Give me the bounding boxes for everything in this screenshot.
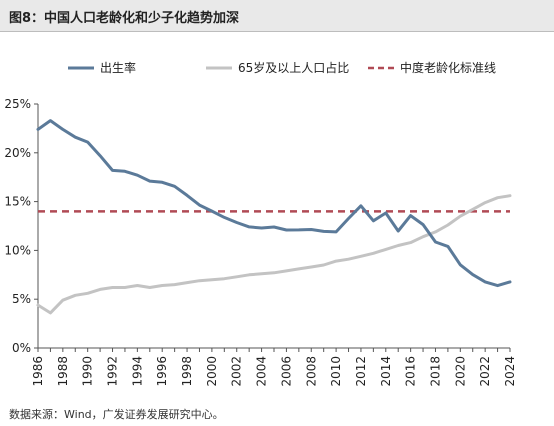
x-tick-label: 1990 (81, 356, 95, 387)
legend-label-1: 65岁及以上人口占比 (238, 60, 349, 75)
line-chart: 出生率 65岁及以上人口占比 中度老龄化标准线 0% 5% 10% 15% 20% 25% 19… (4, 60, 517, 387)
x-tick-label: 2012 (354, 356, 368, 387)
x-tick-label: 2008 (304, 356, 318, 387)
x-tick-label: 2002 (230, 356, 244, 387)
x-tick-label: 2004 (255, 356, 269, 387)
x-tick-label: 2016 (404, 356, 418, 387)
chart-legend: 出生率 65岁及以上人口占比 中度老龄化标准线 (68, 60, 496, 75)
x-tick-label: 1988 (56, 356, 70, 387)
y-tick-label: 10% (4, 243, 31, 257)
x-tick-label: 1996 (155, 356, 169, 387)
y-tick-label: 15% (4, 195, 31, 209)
title-divider (0, 31, 554, 32)
x-tick-label: 2014 (379, 356, 393, 387)
series-line-0 (36, 119, 512, 288)
x-tick-label: 2020 (453, 356, 467, 387)
x-tick-label: 1992 (106, 356, 120, 387)
legend-label-2: 中度老龄化标准线 (400, 60, 496, 75)
x-tick-label: 2006 (279, 356, 293, 387)
x-tick-label: 2000 (205, 356, 219, 387)
series-line-1 (36, 194, 512, 315)
y-tick-label: 0% (12, 341, 31, 355)
x-tick-label: 2018 (428, 356, 442, 387)
x-tick-label: 2010 (329, 356, 343, 387)
chart-axes: 0% 5% 10% 15% 20% 25% 1986 1988 1990 1992 1994 1996… (4, 97, 517, 387)
figure-title-bar: 图8：中国人口老龄化和少子化趋势加深 (0, 0, 554, 31)
figure-title: 图8：中国人口老龄化和少子化趋势加深 (9, 11, 240, 26)
data-source-note: 数据来源：Wind，广发证券发展研究中心。 (9, 408, 224, 421)
x-tick-label: 2022 (478, 356, 492, 387)
y-tick-label: 25% (4, 97, 31, 111)
x-tick-label: 1994 (130, 356, 144, 387)
chart-series (36, 119, 512, 315)
legend-label-0: 出生率 (100, 60, 136, 75)
x-tick-label: 1998 (180, 356, 194, 387)
x-tick-label: 1986 (31, 356, 45, 387)
x-tick-label: 2024 (503, 356, 517, 387)
y-tick-label: 20% (4, 146, 31, 160)
y-tick-label: 5% (12, 292, 31, 306)
